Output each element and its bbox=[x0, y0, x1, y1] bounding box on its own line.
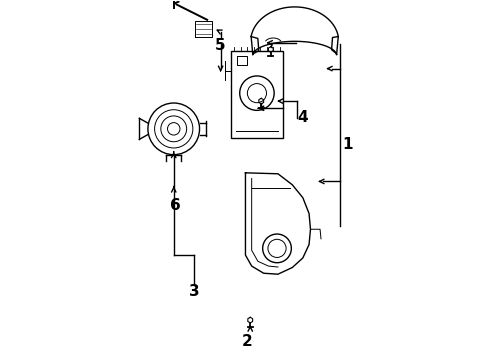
Text: 5: 5 bbox=[215, 38, 225, 53]
Text: 2: 2 bbox=[242, 334, 252, 348]
Text: 4: 4 bbox=[297, 111, 307, 125]
Bar bbox=[231, 51, 282, 138]
Text: 6: 6 bbox=[169, 198, 180, 213]
Text: 1: 1 bbox=[342, 137, 352, 152]
Text: 3: 3 bbox=[188, 284, 199, 299]
